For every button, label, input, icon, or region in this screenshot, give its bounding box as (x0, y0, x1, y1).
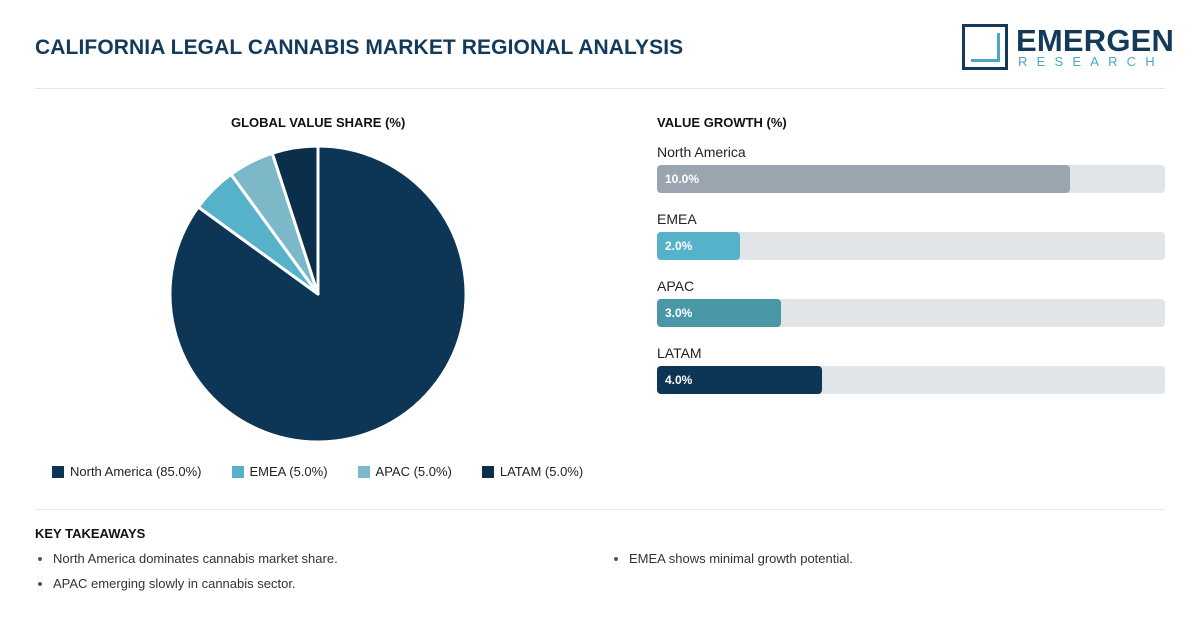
legend-swatch (52, 465, 64, 478)
bar-fill-apac: 3.0% (657, 299, 781, 327)
pie-chart (168, 144, 468, 444)
brand-logo: EMERGEN RESEARCH (962, 24, 1174, 72)
bar-value-label: 2.0% (665, 239, 693, 253)
takeaway-item: APAC emerging slowly in cannabis sector. (35, 576, 296, 591)
bar-track: 4.0% (657, 366, 1165, 394)
legend-label: APAC (5.0%) (375, 464, 452, 479)
bar-label: EMEA (657, 211, 697, 227)
takeaway-item: EMEA shows minimal growth potential. (611, 551, 853, 566)
pie-chart-title: GLOBAL VALUE SHARE (%) (231, 115, 406, 130)
logo-mark-icon (962, 24, 1008, 70)
takeaway-item: North America dominates cannabis market … (35, 551, 338, 566)
legend-swatch (357, 465, 370, 478)
bar-row-north-america: North America 10.0% (657, 143, 1165, 210)
bar-fill-north-america: 10.0% (657, 165, 1070, 193)
bar-row-latam: LATAM 4.0% (657, 344, 1165, 411)
legend-item-emea: EMEA (5.0%) (231, 464, 328, 479)
bar-track: 2.0% (657, 232, 1165, 260)
logo-wordmark: EMERGEN (1016, 23, 1175, 58)
bar-label: North America (657, 144, 746, 160)
takeaways-title: KEY TAKEAWAYS (35, 526, 146, 541)
bar-row-emea: EMEA 2.0% (657, 210, 1165, 277)
pie-legend: North America (85.0%) EMEA (5.0%) APAC (… (52, 464, 613, 479)
growth-bar-chart: North America 10.0% EMEA 2.0% APAC 3.0% (657, 143, 1165, 411)
growth-chart-title: VALUE GROWTH (%) (657, 115, 787, 130)
page-title: CALIFORNIA LEGAL CANNABIS MARKET REGIONA… (35, 36, 684, 59)
legend-label: LATAM (5.0%) (499, 464, 584, 479)
bar-row-apac: APAC 3.0% (657, 277, 1165, 344)
legend-item-latam: LATAM (5.0%) (481, 464, 584, 479)
legend-label: North America (85.0%) (70, 464, 202, 479)
pie-slice-latam (270, 144, 320, 296)
bar-value-label: 3.0% (665, 306, 693, 320)
bar-label: LATAM (657, 345, 702, 361)
bar-fill-emea: 2.0% (657, 232, 740, 260)
bar-value-label: 10.0% (665, 172, 700, 186)
bar-track: 3.0% (657, 299, 1165, 327)
bar-value-label: 4.0% (665, 373, 693, 387)
bar-label: APAC (657, 278, 695, 294)
legend-item-north-america: North America (85.0%) (52, 464, 202, 479)
legend-swatch (231, 465, 244, 478)
logo-subtitle: RESEARCH (1018, 54, 1164, 69)
bar-fill-latam: 4.0% (657, 366, 823, 394)
legend-item-apac: APAC (5.0%) (357, 464, 452, 479)
legend-swatch (481, 465, 494, 478)
bar-track: 10.0% (657, 165, 1165, 193)
legend-label: EMEA (5.0%) (249, 464, 328, 479)
header-divider (35, 88, 1165, 89)
section-divider (35, 509, 1165, 510)
